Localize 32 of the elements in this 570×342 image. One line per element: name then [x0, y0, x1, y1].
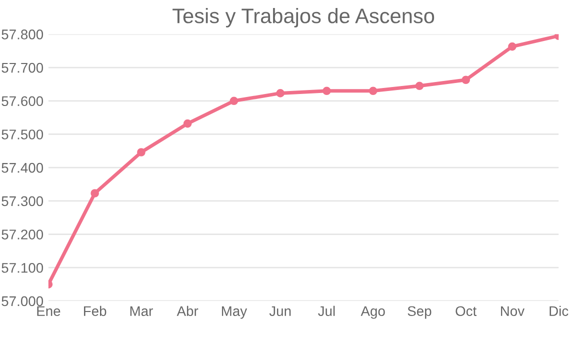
x-tick-label: May [222, 306, 248, 319]
x-tick-label: Sep [408, 306, 432, 319]
point [322, 86, 331, 96]
x-tick-label: Feb [84, 306, 106, 316]
point [276, 89, 285, 98]
x-tick-label: Abr [176, 306, 198, 316]
point [90, 189, 99, 198]
y-tick-label: 57.300 [2, 196, 44, 206]
x-tick-label: Dic [550, 306, 568, 316]
x-tick-label: Ago [360, 306, 385, 319]
x-tick-label: Nov [501, 306, 525, 316]
y-tick-label: 57.200 [2, 230, 44, 240]
y-tick-label: 57.100 [2, 262, 44, 273]
y-tick-label: 57.600 [2, 96, 44, 106]
x-tick-label: Oct [456, 306, 477, 316]
point [137, 148, 146, 156]
y-tick-label: 57.000 [2, 296, 44, 306]
y-tick-label: 57.700 [2, 62, 44, 73]
y-tick-label: 57.800 [2, 30, 44, 40]
chart-title: Tesis y Trabajos de Ascenso [172, 8, 434, 28]
y-tick-label: 57.500 [2, 130, 44, 140]
x-tick-label: Ene [37, 306, 60, 316]
point [508, 42, 516, 51]
point [230, 96, 238, 106]
point [183, 119, 192, 128]
x-tick-label: Mar [130, 306, 153, 316]
y-tick-label: 57.400 [2, 162, 44, 173]
point [415, 82, 424, 90]
point [462, 76, 470, 84]
point [368, 86, 378, 96]
x-tick-label: Jun [269, 306, 291, 316]
x-tick-label: Jul [318, 306, 335, 316]
